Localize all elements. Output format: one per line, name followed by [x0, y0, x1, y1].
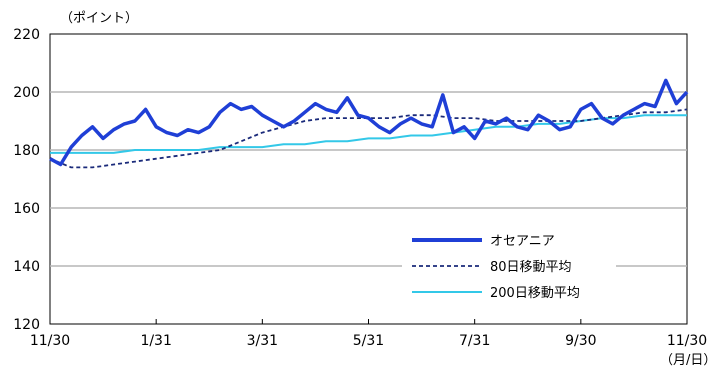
series-line: [49, 108, 688, 169]
y-tick-label: 180: [13, 143, 40, 159]
y-tick-label: 200: [13, 85, 40, 101]
x-axis: 11/30 1/31 3/31 5/31 7/31 9/30 11/30: [30, 319, 707, 349]
x-tick-label: 3/31: [247, 333, 278, 349]
x-tick-label: 9/30: [565, 333, 596, 349]
y-tick-label: 140: [13, 259, 40, 275]
x-unit-label: （月/日）: [660, 353, 711, 368]
y-tick-label: 160: [13, 201, 40, 217]
y-unit-label: （ポイント）: [60, 11, 138, 26]
y-axis: 120 140 160 180 200 220: [13, 27, 40, 333]
legend-label: 200日移動平均: [490, 286, 580, 301]
x-tick-label: 11/30: [667, 333, 707, 349]
x-tick-label: 5/31: [353, 333, 384, 349]
legend-label: オセアニア: [490, 234, 555, 249]
y-tick-label: 220: [13, 27, 40, 43]
x-tick-label: 11/30: [30, 333, 70, 349]
legend-label: 80日移動平均: [490, 260, 572, 275]
series-line: [49, 78, 689, 167]
y-tick-label: 120: [13, 317, 40, 333]
series-lines: [49, 78, 689, 169]
x-tick-label: 1/31: [140, 333, 171, 349]
legend: オセアニア 80日移動平均 200日移動平均: [402, 224, 616, 306]
x-tick-label: 7/31: [459, 333, 490, 349]
